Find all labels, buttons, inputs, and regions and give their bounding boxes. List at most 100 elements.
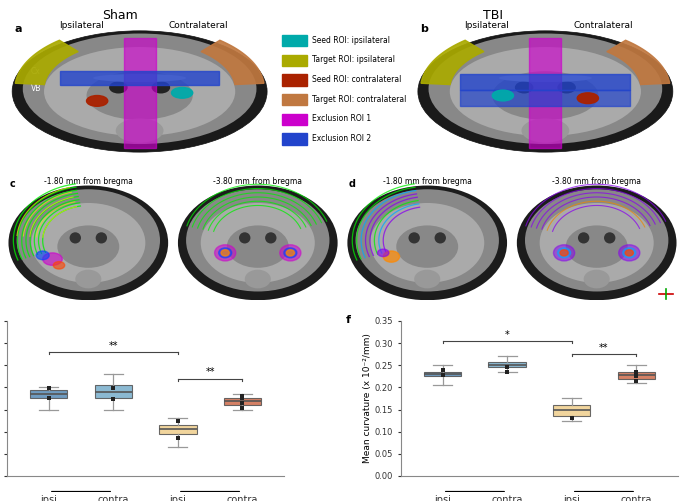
Ellipse shape <box>414 270 440 289</box>
Ellipse shape <box>619 245 640 261</box>
Polygon shape <box>15 40 78 85</box>
Bar <box>282 74 307 86</box>
Ellipse shape <box>499 74 592 82</box>
Ellipse shape <box>525 189 669 292</box>
PathPatch shape <box>424 372 462 376</box>
Bar <box>282 55 307 66</box>
Point <box>108 395 119 403</box>
Point <box>631 368 642 376</box>
Text: Seed ROI: contralateral: Seed ROI: contralateral <box>312 75 401 84</box>
Text: Exclusion ROI 1: Exclusion ROI 1 <box>312 114 371 123</box>
PathPatch shape <box>159 425 197 434</box>
Text: **: ** <box>206 367 215 377</box>
Point <box>437 371 448 379</box>
Ellipse shape <box>566 225 627 268</box>
Ellipse shape <box>558 81 576 94</box>
Ellipse shape <box>578 232 589 243</box>
Ellipse shape <box>171 88 192 98</box>
Ellipse shape <box>356 189 499 292</box>
PathPatch shape <box>95 385 132 398</box>
Ellipse shape <box>604 232 615 243</box>
Ellipse shape <box>383 251 399 262</box>
Text: *: * <box>505 330 510 340</box>
Ellipse shape <box>540 203 653 283</box>
Point <box>237 404 248 412</box>
Text: Contralateral: Contralateral <box>574 22 634 31</box>
Ellipse shape <box>408 232 420 243</box>
Text: -3.80 mm from bregma: -3.80 mm from bregma <box>552 177 641 186</box>
Ellipse shape <box>86 71 192 120</box>
Ellipse shape <box>214 245 236 261</box>
Point <box>631 377 642 385</box>
Point <box>501 368 512 376</box>
Point <box>566 414 577 422</box>
Bar <box>124 38 155 148</box>
Bar <box>282 114 307 125</box>
Ellipse shape <box>625 249 634 256</box>
Ellipse shape <box>36 251 49 260</box>
Ellipse shape <box>517 185 677 300</box>
Ellipse shape <box>32 203 145 283</box>
Text: Seed ROI: ipsilateral: Seed ROI: ipsilateral <box>312 36 390 45</box>
Point <box>237 392 248 400</box>
PathPatch shape <box>553 405 590 416</box>
Ellipse shape <box>178 185 338 300</box>
Text: **: ** <box>599 343 609 353</box>
Ellipse shape <box>96 232 107 243</box>
PathPatch shape <box>223 398 261 405</box>
Polygon shape <box>421 40 484 85</box>
Point <box>43 394 54 402</box>
Ellipse shape <box>44 47 235 136</box>
Text: VB: VB <box>31 84 41 93</box>
Text: c: c <box>10 179 16 189</box>
Ellipse shape <box>23 34 256 144</box>
Text: -3.80 mm from bregma: -3.80 mm from bregma <box>213 177 302 186</box>
Bar <box>282 94 307 105</box>
Ellipse shape <box>434 232 446 243</box>
Point <box>108 384 119 392</box>
Text: TBI: TBI <box>483 9 503 22</box>
Ellipse shape <box>8 185 168 300</box>
Bar <box>530 38 561 148</box>
Text: -1.80 mm from bregma: -1.80 mm from bregma <box>383 177 472 186</box>
Ellipse shape <box>42 253 62 266</box>
Point <box>237 394 248 402</box>
Ellipse shape <box>515 81 534 94</box>
Point <box>631 370 642 378</box>
Ellipse shape <box>377 249 389 257</box>
Ellipse shape <box>151 81 170 94</box>
Ellipse shape <box>584 270 610 289</box>
Ellipse shape <box>75 270 101 289</box>
Ellipse shape <box>12 31 267 152</box>
Ellipse shape <box>450 47 641 136</box>
Text: Exclusion ROI 2: Exclusion ROI 2 <box>312 134 371 143</box>
Y-axis label: Mean curvature (x 10⁻²/mm): Mean curvature (x 10⁻²/mm) <box>363 334 372 463</box>
Text: Contralateral: Contralateral <box>169 22 228 31</box>
Text: Ipsilateral: Ipsilateral <box>59 22 103 31</box>
Text: d: d <box>349 179 356 189</box>
Ellipse shape <box>279 245 301 261</box>
Ellipse shape <box>429 34 662 144</box>
Ellipse shape <box>418 31 673 152</box>
Point <box>237 399 248 407</box>
Ellipse shape <box>558 248 571 258</box>
Ellipse shape <box>58 225 119 268</box>
Ellipse shape <box>577 93 599 104</box>
Text: Target ROI: ipsilateral: Target ROI: ipsilateral <box>312 56 395 65</box>
Bar <box>282 35 307 46</box>
Point <box>631 372 642 380</box>
Ellipse shape <box>265 232 277 243</box>
Ellipse shape <box>239 232 251 243</box>
Ellipse shape <box>227 225 289 268</box>
Ellipse shape <box>286 249 295 256</box>
Text: a: a <box>15 24 23 34</box>
Text: Ipsilateral: Ipsilateral <box>464 22 510 31</box>
Ellipse shape <box>201 203 315 283</box>
Ellipse shape <box>521 118 569 143</box>
Point <box>437 366 448 374</box>
Ellipse shape <box>347 185 507 300</box>
Ellipse shape <box>493 90 514 101</box>
PathPatch shape <box>30 390 68 398</box>
Ellipse shape <box>623 248 636 258</box>
Point <box>173 417 184 425</box>
